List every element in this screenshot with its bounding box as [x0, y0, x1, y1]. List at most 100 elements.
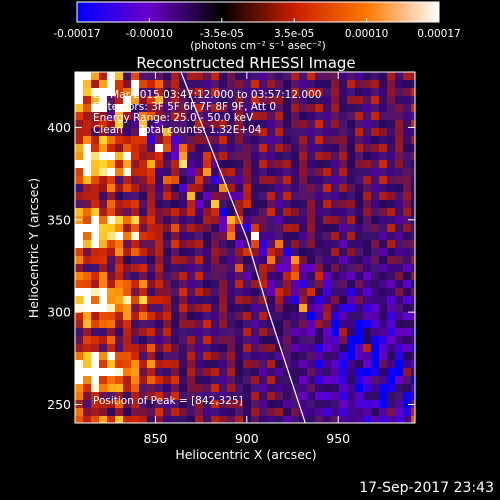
heatmap-cell: [379, 280, 387, 288]
heatmap-cell: [171, 352, 179, 360]
heatmap-cell: [403, 184, 411, 192]
heatmap-cell: [99, 120, 107, 128]
heatmap-cell: [99, 304, 107, 312]
heatmap-cell: [91, 192, 99, 200]
heatmap-cell: [203, 176, 211, 184]
heatmap-cell: [315, 176, 323, 184]
heatmap-cell: [115, 128, 123, 136]
heatmap-cell: [259, 104, 267, 112]
heatmap-cell: [139, 280, 147, 288]
heatmap-cell: [411, 352, 415, 360]
heatmap-cell: [387, 192, 395, 200]
heatmap-cell: [131, 136, 139, 144]
heatmap-cell: [387, 248, 395, 256]
heatmap-cell: [395, 296, 403, 304]
heatmap-cell: [259, 200, 267, 208]
heatmap-cell: [219, 200, 227, 208]
heatmap-cell: [131, 328, 139, 336]
heatmap-cell: [107, 168, 115, 176]
heatmap-cell: [139, 128, 147, 136]
heatmap-cell: [259, 240, 267, 248]
heatmap-cell: [283, 240, 291, 248]
heatmap-cell: [163, 416, 171, 423]
heatmap-cell: [203, 392, 211, 400]
heatmap-cell: [211, 72, 219, 80]
heatmap-cell: [411, 320, 415, 328]
heatmap-cell: [155, 216, 163, 224]
heatmap-cell: [147, 368, 155, 376]
heatmap-cell: [299, 280, 307, 288]
heatmap-cell: [171, 104, 179, 112]
heatmap-cell: [91, 336, 99, 344]
heatmap-cell: [379, 120, 387, 128]
heatmap-cell: [339, 120, 347, 128]
heatmap-cell: [267, 112, 275, 120]
heatmap-cell: [179, 152, 187, 160]
heatmap-cell: [235, 304, 243, 312]
heatmap-cell: [75, 416, 83, 423]
heatmap-cell: [387, 96, 395, 104]
heatmap-cell: [411, 248, 415, 256]
heatmap-cell: [395, 328, 403, 336]
heatmap-cell: [307, 280, 315, 288]
heatmap-cell: [307, 408, 315, 416]
heatmap-cell: [275, 376, 283, 384]
heatmap-cell: [291, 104, 299, 112]
heatmap-cell: [371, 400, 379, 408]
heatmap-cell: [355, 240, 363, 248]
heatmap-cell: [219, 400, 227, 408]
heatmap-cell: [259, 96, 267, 104]
heatmap-cell: [107, 104, 115, 112]
heatmap-cell: [243, 360, 251, 368]
heatmap-cell: [251, 248, 259, 256]
heatmap-cell: [163, 336, 171, 344]
heatmap-cell: [235, 336, 243, 344]
heatmap-cell: [147, 200, 155, 208]
heatmap-cell: [371, 384, 379, 392]
heatmap-cell: [299, 400, 307, 408]
heatmap-cell: [195, 272, 203, 280]
heatmap-cell: [411, 80, 415, 88]
heatmap-cell: [379, 216, 387, 224]
heatmap-cell: [195, 88, 203, 96]
heatmap-cell: [203, 168, 211, 176]
heatmap-cell: [259, 120, 267, 128]
heatmap-cell: [163, 72, 171, 80]
heatmap-cell: [219, 328, 227, 336]
heatmap-cell: [307, 368, 315, 376]
heatmap-cell: [283, 344, 291, 352]
heatmap-cell: [339, 80, 347, 88]
heatmap-cell: [363, 216, 371, 224]
heatmap-cell: [251, 192, 259, 200]
heatmap-cell: [339, 288, 347, 296]
heatmap-cell: [275, 352, 283, 360]
heatmap-cell: [355, 96, 363, 104]
heatmap-cell: [411, 400, 415, 408]
heatmap-cell: [291, 304, 299, 312]
heatmap-cell: [147, 336, 155, 344]
heatmap-cell: [299, 240, 307, 248]
heatmap-cell: [235, 288, 243, 296]
x-tick-label: 950: [326, 431, 350, 446]
heatmap-cell: [363, 96, 371, 104]
heatmap-cell: [83, 136, 91, 144]
heatmap-cell: [179, 80, 187, 88]
heatmap-cell: [155, 384, 163, 392]
heatmap-cell: [387, 176, 395, 184]
heatmap-cell: [411, 120, 415, 128]
heatmap-cell: [219, 248, 227, 256]
heatmap-cell: [147, 320, 155, 328]
heatmap-cell: [395, 272, 403, 280]
heatmap-cell: [219, 224, 227, 232]
heatmap-cell: [259, 304, 267, 312]
heatmap-cell: [395, 304, 403, 312]
heatmap-cell: [411, 296, 415, 304]
heatmap-cell: [163, 192, 171, 200]
heatmap-cell: [171, 408, 179, 416]
heatmap-cell: [387, 128, 395, 136]
heatmap-cell: [363, 232, 371, 240]
heatmap-cell: [211, 160, 219, 168]
heatmap-cell: [91, 392, 99, 400]
heatmap-cell: [115, 336, 123, 344]
heatmap-cell: [163, 368, 171, 376]
